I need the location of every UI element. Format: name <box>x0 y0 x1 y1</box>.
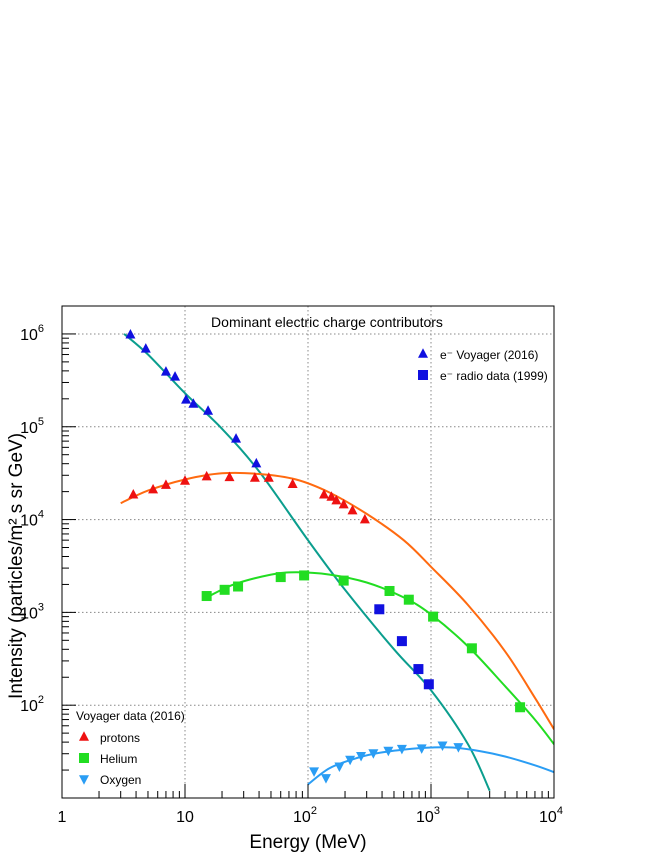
legend-label-oxygen: Oxygen <box>100 773 141 787</box>
x-tick-label: 10 <box>176 809 194 826</box>
oxygen-point <box>334 762 345 772</box>
helium-point <box>466 643 477 654</box>
y-tick-label: 105 <box>20 416 44 437</box>
oxygen-point <box>437 741 448 752</box>
helium-point <box>384 585 395 596</box>
y-tick-label: 104 <box>20 509 44 530</box>
axis-ticks <box>61 305 549 799</box>
protons-point <box>338 498 349 509</box>
x-tick-label: 103 <box>416 805 440 826</box>
protons-point <box>201 470 212 481</box>
legend-label-electrons-radio: e⁻ radio data (1999) <box>440 369 548 383</box>
helium-point <box>299 570 310 581</box>
tick-labels: 1 10 102 103 104 102 103 104 105 106 <box>20 323 563 826</box>
helium-point <box>275 572 286 583</box>
oxygen-point <box>320 774 331 784</box>
x-tick-label: 104 <box>539 805 563 826</box>
legend-marker-electrons-voyager <box>418 348 428 358</box>
helium-point <box>233 581 244 592</box>
oxygen-point <box>345 755 356 766</box>
electrons-voyager-point <box>203 405 214 415</box>
y-tick-label: 102 <box>20 694 44 715</box>
y-axis-title: Intensity (particles/m² s sr GeV) <box>6 433 27 699</box>
helium-point <box>338 575 349 586</box>
electrons-voyager-point <box>140 343 151 353</box>
electrons-radio-point <box>413 664 424 675</box>
legend-marker-oxygen <box>79 775 89 785</box>
protons-point <box>160 479 171 489</box>
electrons-voyager-point <box>251 457 262 468</box>
oxygen-point <box>416 744 427 754</box>
protons-point <box>249 472 260 482</box>
electrons-radio-point <box>423 679 434 690</box>
protons-point <box>263 472 274 482</box>
electron-fit-curve <box>123 333 491 792</box>
x-tick-label: 1 <box>58 809 67 826</box>
protons-point <box>180 475 190 485</box>
x-axis-title: Energy (MeV) <box>249 832 366 853</box>
electrons-voyager-point <box>125 329 136 339</box>
electrons-radio-point <box>374 604 385 615</box>
legend-label-electrons-voyager: e⁻ Voyager (2016) <box>440 348 538 362</box>
protons-point <box>224 471 235 482</box>
y-tick-label: 103 <box>20 601 44 622</box>
legend-marker-helium <box>79 753 89 763</box>
protons-point <box>347 504 358 515</box>
legend-top: e⁻ Voyager (2016) e⁻ radio data (1999) <box>418 348 548 383</box>
protons-point <box>359 513 370 524</box>
legend-marker-electrons-radio <box>418 370 428 380</box>
electrons-voyager-point <box>181 394 192 404</box>
oxygen-point <box>309 767 320 777</box>
helium-point <box>428 611 439 622</box>
legend-bottom: Voyager data (2016) protons Helium Oxyge… <box>76 709 185 787</box>
chart-title: Dominant electric charge contributors <box>211 314 443 330</box>
electrons-voyager-point <box>160 366 171 376</box>
proton-fit-curve <box>120 471 554 730</box>
legend-header: Voyager data (2016) <box>76 709 185 723</box>
legend-label-helium: Helium <box>100 752 137 766</box>
oxygen-point <box>396 744 407 755</box>
protons-point <box>326 491 337 501</box>
data-points <box>125 329 526 784</box>
y-tick-label: 106 <box>20 323 44 344</box>
helium-point <box>219 584 230 595</box>
helium-point <box>201 591 212 602</box>
legend-label-protons: protons <box>100 731 140 745</box>
protons-point <box>319 489 330 499</box>
electrons-voyager-point <box>188 398 199 408</box>
protons-point <box>148 483 159 494</box>
helium-point <box>515 702 526 713</box>
x-tick-label: 102 <box>293 805 317 826</box>
legend-marker-protons <box>79 731 89 741</box>
protons-point <box>128 489 139 499</box>
oxygen-point <box>368 749 379 759</box>
electrons-radio-point <box>396 636 407 647</box>
oxygen-point <box>356 752 367 762</box>
electrons-voyager-point <box>170 371 181 381</box>
electrons-voyager-point <box>231 433 242 443</box>
oxygen-point <box>453 743 464 753</box>
oxygen-point <box>383 746 394 757</box>
protons-point <box>331 494 342 505</box>
helium-point <box>403 594 414 605</box>
protons-point <box>287 478 298 489</box>
